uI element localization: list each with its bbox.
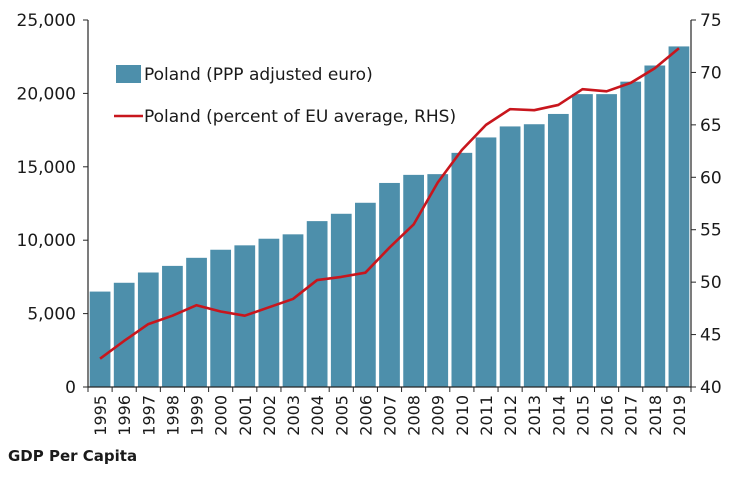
bar-2002 [258,238,280,387]
bar-2003 [282,234,304,387]
legend-label-line: Poland (percent of EU average, RHS) [144,107,456,127]
bar-2015 [572,94,593,387]
x-tick-label: 2006 [356,395,375,436]
x-tick-label: 2007 [381,395,400,436]
bar-2005 [330,213,352,387]
right-tick-label: 75 [700,11,722,31]
bar-1997 [137,272,159,387]
left-axis-ticks: 0 5,000 10,000 15,000 20,000 25,000 [17,11,88,398]
gdp-chart: 0 5,000 10,000 15,000 20,000 25,000 40 45 50 55 6… [17,11,722,436]
x-tick-label: 1995 [91,395,110,436]
x-tick-label: 2017 [622,395,641,436]
chart-caption: GDP Per Capita [8,447,138,465]
x-tick-label: 2010 [453,395,472,436]
legend-label-bar: Poland (PPP adjusted euro) [144,65,373,85]
x-tick-label: 2009 [429,395,448,436]
right-axis-ticks: 40 45 50 55 60 65 70 75 [691,11,722,398]
x-tick-label: 2015 [573,395,592,436]
x-tick-label: 2012 [501,395,520,436]
x-tick-label: 1998 [163,395,182,436]
bar-1998 [162,265,183,387]
x-tick-label: 2000 [212,395,231,436]
right-tick-label: 50 [700,273,722,293]
x-tick-label: 2008 [405,395,424,436]
bar-2019 [668,46,690,388]
right-tick-label: 65 [700,116,722,136]
bar-1999 [186,257,207,387]
bar-2011 [475,137,497,387]
legend-swatch-bar [116,65,141,83]
x-tick-label: 2014 [549,395,568,436]
bar-2016 [596,94,617,387]
bar-2017 [620,81,642,387]
right-tick-label: 60 [700,168,722,188]
left-tick-label: 5,000 [27,305,76,325]
bar-2008 [403,174,424,387]
bar-2012 [499,126,521,388]
x-tick-label: 2016 [598,395,617,436]
legend: Poland (PPP adjusted euro) Poland (perce… [114,65,456,127]
left-tick-label: 25,000 [17,11,76,31]
right-tick-label: 55 [700,221,722,241]
x-tick-label: 1999 [188,395,207,436]
x-tick-label: 2001 [236,395,255,436]
x-tick-label: 2002 [260,395,279,436]
bar-2007 [379,182,400,387]
right-tick-label: 40 [700,378,722,398]
bar-2006 [355,202,376,387]
x-tick-label: 2005 [332,395,351,436]
right-tick-label: 45 [700,326,722,346]
left-tick-label: 10,000 [17,231,76,251]
x-axis-ticks: 1995 1996 1997 1998 1999 2000 2001 2002 2003 2004… [87,387,692,436]
bar-2018 [644,65,666,387]
axes [87,20,692,388]
bar-1996 [113,282,135,387]
left-tick-label: 0 [65,378,76,398]
x-tick-label: 1997 [139,395,158,436]
bar-series [89,46,690,388]
line-series [99,47,680,360]
x-tick-label: 2004 [308,395,327,436]
left-tick-label: 20,000 [17,84,76,104]
x-tick-label: 2018 [646,395,665,436]
x-tick-label: 2003 [284,395,303,436]
x-tick-label: 2013 [525,395,544,436]
x-tick-label: 2019 [670,395,689,436]
bar-2014 [547,113,569,387]
left-tick-label: 15,000 [17,158,76,178]
x-tick-label: 1996 [115,395,134,436]
bar-2010 [451,152,473,387]
right-tick-label: 70 [700,63,722,83]
bar-2004 [306,221,328,387]
bar-2009 [427,174,449,387]
x-tick-label: 2011 [477,395,496,436]
bar-1995 [89,291,111,387]
bar-2000 [210,249,232,387]
bar-2013 [523,124,545,387]
